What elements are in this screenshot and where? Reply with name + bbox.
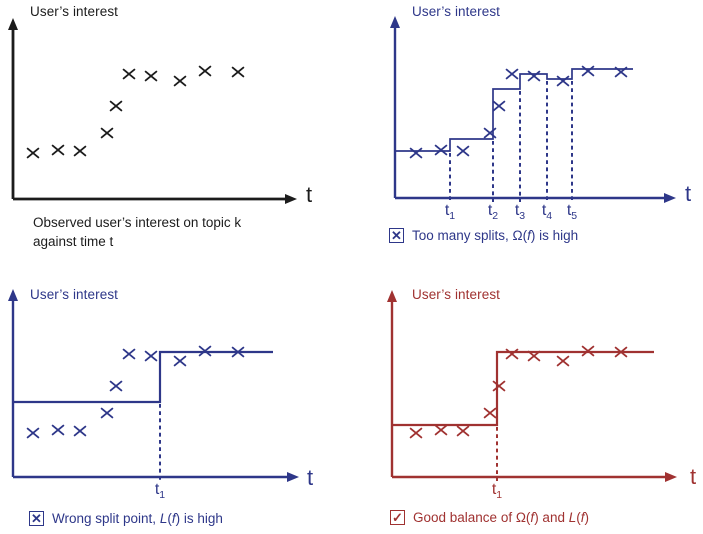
caption-too-many-splits: ✕ Too many splits, Ω(f) is high bbox=[389, 228, 578, 243]
tick-label-t1: t1 bbox=[154, 481, 166, 502]
panel-observed: User’s interest t Observed user’s intere… bbox=[0, 0, 352, 267]
y-axis-label: User’s interest bbox=[30, 4, 119, 19]
y-axis-label: User’s interest bbox=[412, 4, 501, 19]
checkmark-box-icon: ✓ bbox=[390, 510, 405, 525]
plot-too-many-splits bbox=[390, 16, 676, 203]
panel-wrong-split-point: User’s interest t ✕ Wrong split point, L(… bbox=[0, 267, 352, 534]
caption-text: Wrong split point, L(f) is high bbox=[52, 511, 223, 526]
y-axis-label: User’s interest bbox=[412, 287, 501, 302]
tick-label-t1: t1 bbox=[444, 202, 456, 223]
panel-good-balance: User’s interest t ✓ Good balance of Ω(f) … bbox=[352, 267, 703, 534]
x-axis-label: t bbox=[690, 464, 697, 489]
x-axis-label: t bbox=[307, 465, 314, 490]
tick-label-t2: t2 bbox=[487, 202, 499, 223]
caption-text: Too many splits, Ω(f) is high bbox=[412, 228, 579, 243]
tick-label-t5: t5 bbox=[566, 202, 578, 223]
tick-label-t3: t3 bbox=[514, 202, 526, 223]
plot-observed bbox=[8, 18, 297, 204]
caption-observed: Observed user’s interest on topic k again… bbox=[33, 215, 242, 249]
plot-good-balance bbox=[387, 290, 677, 482]
y-axis-label: User’s interest bbox=[30, 287, 119, 302]
tick-label-t1: t1 bbox=[491, 481, 503, 502]
caption-good-balance: ✓ Good balance of Ω(f) and L(f) bbox=[390, 510, 589, 525]
x-axis-label: t bbox=[306, 182, 313, 207]
cross-box-icon: ✕ bbox=[389, 228, 404, 243]
panel-too-many-splits: User’s interest t ✕ Too many splits, Ω(f)… bbox=[352, 0, 703, 267]
x-axis-label: t bbox=[685, 181, 692, 206]
caption-text: Good balance of Ω(f) and L(f) bbox=[413, 510, 589, 525]
caption-wrong-split-point: ✕ Wrong split point, L(f) is high bbox=[29, 511, 223, 526]
plot-wrong-split-point bbox=[8, 289, 299, 482]
tick-label-t4: t4 bbox=[541, 202, 553, 223]
cross-box-icon: ✕ bbox=[29, 511, 44, 526]
